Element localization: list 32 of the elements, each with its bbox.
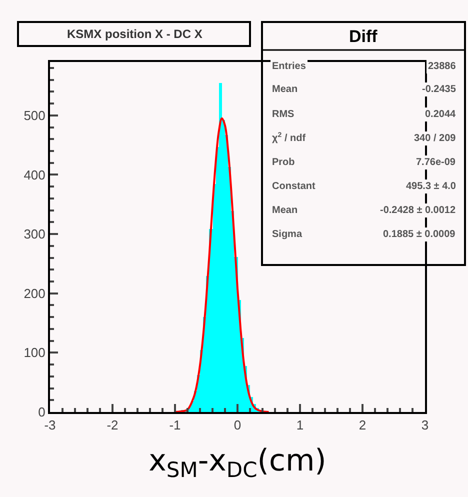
annotation: -0.2435: [422, 84, 456, 95]
y-tick-label: 400: [24, 167, 46, 182]
annotation: -0.2428 ± 0.0012: [380, 205, 456, 216]
x-tick-label: -2: [106, 418, 118, 433]
text: 23886: [428, 61, 456, 72]
annotation: 0.1885 ± 0.0009: [383, 229, 456, 240]
annotation: 7.76e-09: [416, 157, 456, 168]
annotation: Mean: [272, 205, 298, 216]
y-tick-label: 100: [24, 345, 46, 360]
chart-title: KSMX position X - DC X: [67, 27, 202, 41]
annotation: Constant: [272, 181, 316, 192]
x-tick-label: 2: [358, 418, 366, 433]
x-axis-title: x$_{SM}$-x$_{DC}$(cm): [148, 444, 326, 482]
annotation: 0.2044: [425, 109, 456, 120]
annotation: 340 / 209: [414, 133, 456, 144]
x-tick-label: -3: [44, 418, 56, 433]
y-tick-label: 200: [24, 286, 46, 301]
annotation: Mean: [272, 84, 298, 95]
annotation: Prob: [272, 157, 295, 168]
annotation: χ$^{2}$ / ndf: [272, 132, 306, 144]
y-tick-label: 500: [24, 108, 46, 123]
x-tick-label: -1: [169, 418, 181, 433]
x-tick-label: 1: [296, 418, 304, 433]
annotation: RMS: [272, 109, 295, 120]
annotation: 495.3 ± 4.0: [406, 181, 456, 192]
annotation: Entries: [272, 61, 306, 72]
x-tick-label: 3: [421, 418, 429, 433]
y-tick-label: 0: [38, 404, 46, 420]
text: Diff: [349, 27, 378, 46]
annotation: Sigma: [272, 229, 302, 240]
x-tick-label: 0: [234, 418, 242, 433]
y-tick-label: 300: [24, 226, 46, 242]
